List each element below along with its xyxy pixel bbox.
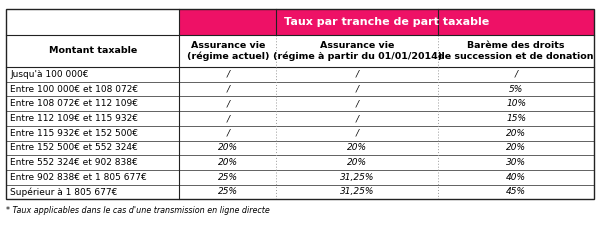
Text: Entre 108 072€ et 112 109€: Entre 108 072€ et 112 109€ xyxy=(10,99,138,108)
Text: * Taux applicables dans le cas d'une transmission en ligne directe: * Taux applicables dans le cas d'une tra… xyxy=(6,206,270,215)
Text: Montant taxable: Montant taxable xyxy=(49,46,137,55)
Text: 40%: 40% xyxy=(506,173,526,182)
Text: 20%: 20% xyxy=(506,129,526,138)
Text: Entre 902 838€ et 1 805 677€: Entre 902 838€ et 1 805 677€ xyxy=(10,173,147,182)
Text: /: / xyxy=(226,99,229,108)
Text: Entre 100 000€ et 108 072€: Entre 100 000€ et 108 072€ xyxy=(10,85,139,94)
Text: /: / xyxy=(356,85,359,94)
Text: 25%: 25% xyxy=(218,173,238,182)
Text: 5%: 5% xyxy=(509,85,523,94)
Text: /: / xyxy=(356,114,359,123)
Text: 20%: 20% xyxy=(506,143,526,152)
Text: Entre 552 324€ et 902 838€: Entre 552 324€ et 902 838€ xyxy=(10,158,138,167)
Text: /: / xyxy=(356,129,359,138)
Text: /: / xyxy=(356,70,359,79)
Text: Assurance vie
(régime à partir du 01/01/2014): Assurance vie (régime à partir du 01/01/… xyxy=(273,41,442,61)
Text: Taux par tranche de part taxable: Taux par tranche de part taxable xyxy=(284,17,490,27)
Text: Entre 152 500€ et 552 324€: Entre 152 500€ et 552 324€ xyxy=(10,143,138,152)
Text: 30%: 30% xyxy=(506,158,526,167)
Text: /: / xyxy=(226,114,229,123)
Text: /: / xyxy=(356,99,359,108)
Text: 20%: 20% xyxy=(347,143,367,152)
Text: /: / xyxy=(226,85,229,94)
Text: 15%: 15% xyxy=(506,114,526,123)
Text: 20%: 20% xyxy=(347,158,367,167)
Text: 31,25%: 31,25% xyxy=(340,173,374,182)
Text: 31,25%: 31,25% xyxy=(340,187,374,196)
Text: Supérieur à 1 805 677€: Supérieur à 1 805 677€ xyxy=(10,187,118,197)
Text: /: / xyxy=(226,129,229,138)
Text: Jusqu'à 100 000€: Jusqu'à 100 000€ xyxy=(10,70,89,79)
Text: Entre 112 109€ et 115 932€: Entre 112 109€ et 115 932€ xyxy=(10,114,138,123)
Text: 10%: 10% xyxy=(506,99,526,108)
Text: /: / xyxy=(515,70,518,79)
Text: 25%: 25% xyxy=(218,187,238,196)
Text: 45%: 45% xyxy=(506,187,526,196)
Text: 20%: 20% xyxy=(218,143,238,152)
Text: /: / xyxy=(226,70,229,79)
Text: Entre 115 932€ et 152 500€: Entre 115 932€ et 152 500€ xyxy=(10,129,138,138)
Text: Assurance vie
(régime actuel): Assurance vie (régime actuel) xyxy=(187,41,269,61)
Text: 20%: 20% xyxy=(218,158,238,167)
Text: Barème des droits
de succession et de donation: Barème des droits de succession et de do… xyxy=(439,41,594,61)
